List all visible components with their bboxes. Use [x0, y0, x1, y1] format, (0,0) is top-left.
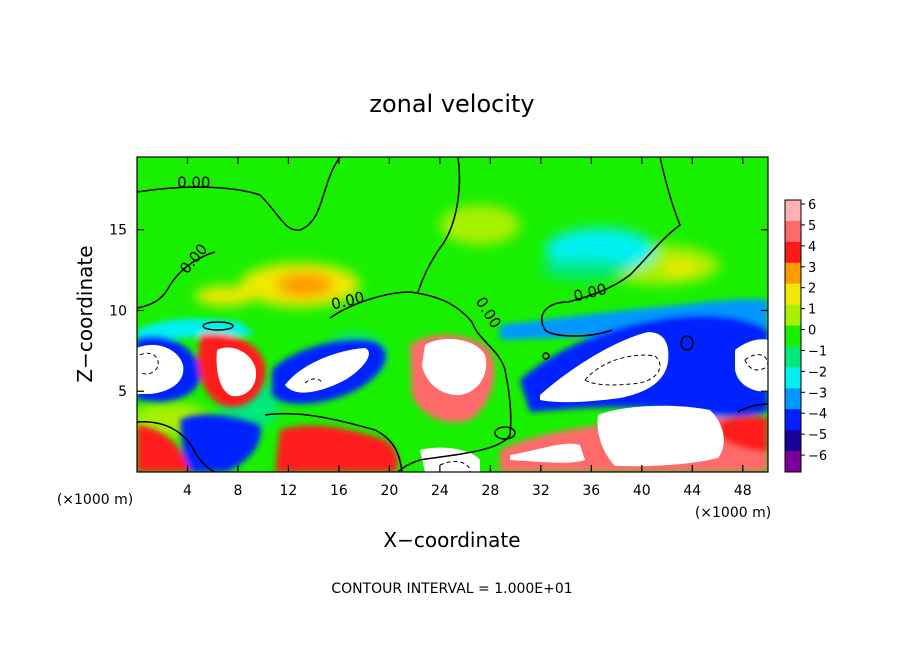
colorbar-tick-label: −2	[808, 365, 827, 380]
negative-contours	[139, 352, 768, 472]
colorbar-tick-label: −4	[808, 407, 827, 422]
x-tick-label: 28	[481, 483, 499, 499]
x-tick-label: 24	[431, 483, 449, 499]
colorbar-tick-label: −6	[808, 449, 827, 464]
colorbar-level	[785, 262, 801, 284]
colorbar-tick-label: −5	[808, 428, 827, 443]
colorbar-level	[785, 220, 801, 243]
colorbar-level	[785, 409, 801, 431]
colorbar-level	[785, 304, 801, 326]
x-unit-right: (×1000 m)	[695, 505, 771, 521]
field-soft-shading	[137, 205, 720, 438]
contour-interval-footer: CONTOUR INTERVAL = 1.000E+01	[331, 581, 572, 597]
x-tick-label: 44	[683, 483, 701, 499]
colorbar-tick-label: 1	[808, 303, 816, 318]
colorbar-level	[785, 430, 801, 452]
colorbar-level	[785, 241, 801, 264]
colorbar-level	[785, 346, 801, 368]
x-tick-label: 48	[734, 483, 752, 499]
x-tick-label: 20	[380, 483, 398, 499]
contour-label: 0.00	[177, 174, 210, 192]
y-axis-label: Z−coordinate	[73, 245, 97, 382]
colorbar-level	[785, 325, 801, 347]
colorbar-tick-label: 3	[808, 261, 816, 276]
colorbar-tick-label: 5	[808, 219, 816, 234]
colorbar-tick-label: −1	[808, 344, 827, 359]
velocity-field	[137, 157, 768, 472]
x-tick-label: 32	[532, 483, 550, 499]
colorbar-tick-label: 4	[808, 240, 816, 255]
plot-frame	[136, 156, 769, 473]
chart-title: zonal velocity	[369, 90, 534, 118]
x-tick-label: 4	[183, 483, 192, 499]
colorbar-frame	[784, 199, 802, 473]
zero-contours	[137, 157, 768, 472]
x-tick-label: 12	[280, 483, 298, 499]
colorbar-tick-label: 6	[808, 198, 816, 213]
colorbar: 6 5 4 3 2 1 0 −1 −2 −3 −4 −5 −6	[784, 198, 827, 473]
colorbar-level	[785, 451, 801, 473]
field-saturated-regions	[137, 332, 768, 472]
colorbar-level	[785, 388, 801, 410]
colorbar-tick-label: −3	[808, 386, 827, 401]
y-axis: 5 10 15	[109, 223, 768, 400]
colorbar-tick-label: 2	[808, 282, 816, 297]
x-tick-label: 8	[233, 483, 242, 499]
x-tick-label: 36	[582, 483, 600, 499]
x-tick-label: 16	[330, 483, 348, 499]
x-unit-left: (×1000 m)	[57, 492, 133, 508]
x-tick-label: 40	[633, 483, 651, 499]
colorbar-level	[785, 200, 801, 222]
y-tick-label: 10	[109, 303, 127, 319]
colorbar-level	[785, 367, 801, 389]
colorbar-level	[785, 283, 801, 305]
y-tick-label: 5	[118, 384, 127, 400]
x-axis: 4 8 12 16 20 24 28 32 36 40 44 48	[183, 157, 752, 499]
small-contours	[202, 321, 694, 440]
colorbar-tick-label: 0	[808, 324, 816, 339]
y-tick-label: 15	[109, 223, 127, 239]
x-axis-label: X−coordinate	[383, 528, 520, 552]
